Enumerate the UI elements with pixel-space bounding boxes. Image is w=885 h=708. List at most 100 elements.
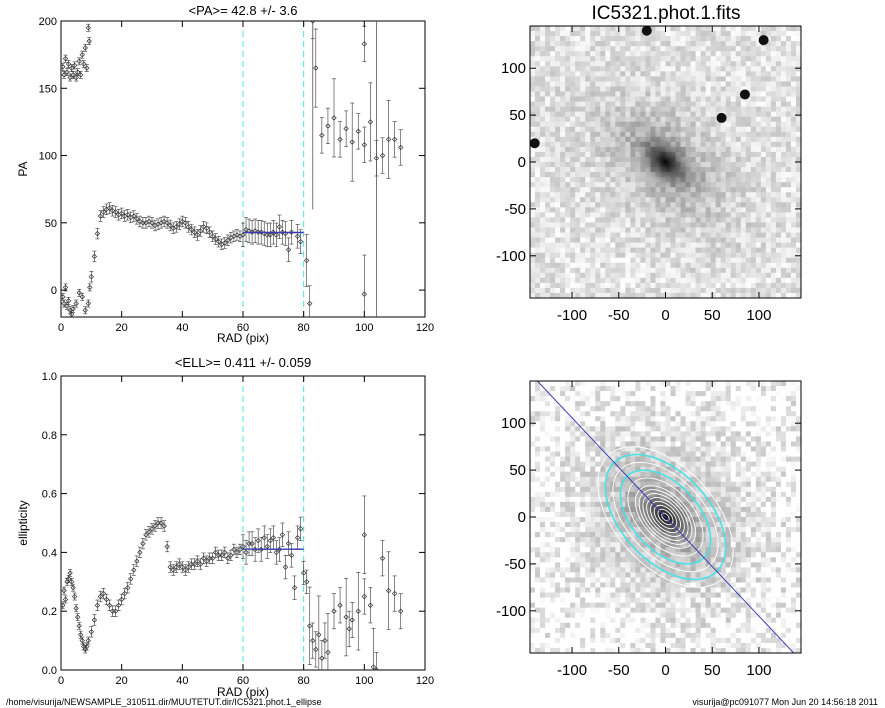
image-pixel xyxy=(560,481,566,488)
image-pixel xyxy=(555,252,561,259)
image-pixel xyxy=(580,262,586,269)
image-pixel xyxy=(750,242,757,249)
image-pixel xyxy=(575,441,581,447)
image-pixel xyxy=(710,56,717,62)
image-pixel xyxy=(605,267,611,274)
image-pixel xyxy=(565,612,571,619)
image-pixel xyxy=(730,56,737,62)
image-pixel xyxy=(690,202,697,208)
image-pixel xyxy=(650,247,656,254)
image-pixel xyxy=(550,56,556,62)
y-tick-label: 100 xyxy=(39,151,57,163)
image-pixel xyxy=(560,632,566,639)
image-pixel xyxy=(645,222,651,228)
image-pixel xyxy=(555,562,561,568)
image-pixel xyxy=(675,272,681,279)
image-pixel xyxy=(545,622,551,629)
pa-vlines xyxy=(242,21,305,317)
image-pixel xyxy=(620,272,626,279)
image-pixel xyxy=(555,527,561,533)
image-pixel xyxy=(540,597,546,604)
image-pixel xyxy=(535,71,541,77)
image-pixel xyxy=(615,197,621,203)
image-pixel xyxy=(660,292,666,298)
image-pixel xyxy=(665,126,671,133)
image-pixel xyxy=(565,61,571,67)
image-pixel xyxy=(585,406,591,412)
image-pixel xyxy=(725,51,732,57)
image-pixel xyxy=(625,202,631,208)
image-pixel xyxy=(580,207,586,213)
image-pixel xyxy=(755,101,762,107)
image-pixel xyxy=(750,207,757,213)
image-pixel xyxy=(665,232,671,238)
image-pixel xyxy=(615,547,621,553)
image-pixel xyxy=(530,76,536,82)
image-pixel xyxy=(750,31,757,37)
image-pixel xyxy=(530,262,536,269)
image-pixel xyxy=(700,242,707,249)
image-pixel xyxy=(535,607,541,614)
image-pixel xyxy=(605,197,611,203)
image-pixel xyxy=(565,381,571,387)
image-pixel xyxy=(705,272,712,279)
image-pixel xyxy=(665,131,671,138)
data-point xyxy=(73,300,79,307)
image-pixel xyxy=(620,36,626,42)
image-pixel xyxy=(615,587,621,593)
image-pixel xyxy=(640,46,646,52)
image-pixel xyxy=(770,247,777,254)
image-pixel xyxy=(720,71,727,77)
image-pixel xyxy=(755,136,762,143)
image-pixel xyxy=(600,451,606,457)
image-pixel xyxy=(540,617,546,624)
image-pixel xyxy=(715,262,722,269)
image-pixel xyxy=(600,141,606,148)
image-pixel xyxy=(560,76,566,82)
image-pixel xyxy=(645,292,651,298)
image-pixel xyxy=(575,146,581,153)
image-pixel xyxy=(545,451,551,457)
image-pixel xyxy=(595,577,601,583)
image-pixel xyxy=(545,111,551,118)
image-pixel xyxy=(615,481,621,488)
x-tick-label: 60 xyxy=(237,322,249,334)
image-pixel xyxy=(775,177,782,183)
image-pixel xyxy=(610,416,616,422)
image-pixel xyxy=(795,277,801,284)
image-pixel xyxy=(595,416,601,422)
image-pixel xyxy=(795,267,801,274)
image-pixel xyxy=(695,267,702,274)
image-pixel xyxy=(545,426,551,432)
image-pixel xyxy=(575,456,581,462)
image-pixel xyxy=(605,91,611,97)
image-pixel xyxy=(670,212,676,218)
image-pixel xyxy=(700,71,707,77)
image-pixel xyxy=(600,446,606,452)
image-pixel xyxy=(755,182,762,188)
image-pixel xyxy=(700,51,707,57)
image-pixel xyxy=(705,146,712,153)
image-pixel xyxy=(755,36,762,42)
image-pixel xyxy=(720,51,727,57)
image-pixel xyxy=(555,607,561,614)
image-pixel xyxy=(530,56,536,62)
image-pixel xyxy=(765,151,772,158)
image-pixel xyxy=(650,81,656,87)
image-pixel xyxy=(600,277,606,284)
image-pixel xyxy=(650,31,656,37)
image-pixel xyxy=(670,136,676,143)
image-pixel xyxy=(600,267,606,274)
image-pixel xyxy=(625,267,631,274)
image-pixel xyxy=(755,222,762,228)
data-point xyxy=(179,564,186,570)
image-pixel xyxy=(795,131,801,138)
image-pixel xyxy=(655,212,661,218)
image-pixel xyxy=(720,247,727,254)
image-pixel xyxy=(770,56,777,62)
image-pixel xyxy=(750,86,757,92)
image-pixel xyxy=(685,36,691,42)
image-pixel xyxy=(585,282,591,289)
image-pixel xyxy=(590,31,596,37)
image-pixel xyxy=(585,426,591,432)
